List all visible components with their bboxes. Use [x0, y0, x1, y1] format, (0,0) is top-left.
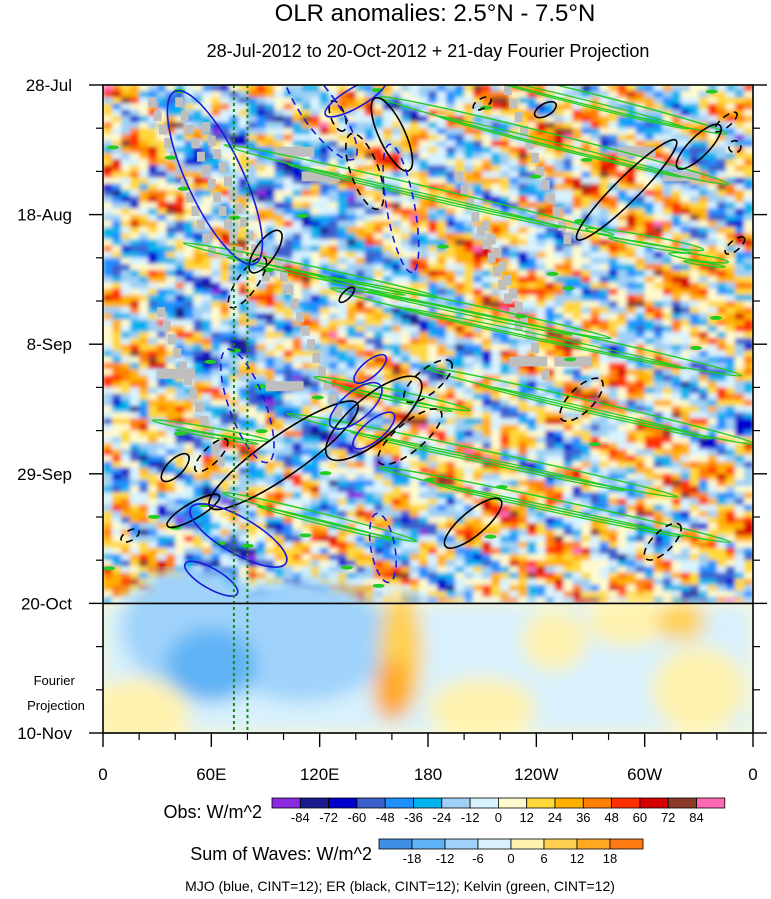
colorbar-swatch	[554, 797, 584, 809]
colorbar-tick-label: 24	[548, 810, 562, 825]
colorbar-tick-label: -18	[403, 851, 422, 866]
colorbar-tick-label: -12	[436, 851, 455, 866]
colorbar-swatch	[639, 797, 669, 809]
colorbar-tick-label: 0	[507, 851, 514, 866]
colorbar-swatch	[667, 797, 697, 809]
x-axis: 0 60E 120E 180 120W 60W 0	[98, 733, 758, 784]
chart-title: OLR anomalies: 2.5°N - 7.5°N	[275, 0, 596, 27]
y-tick-label: 29-Sep	[17, 465, 72, 484]
colorbar-swatch	[469, 797, 499, 809]
projection-field	[103, 566, 753, 733]
colorbar-swatch	[582, 797, 612, 809]
obs-colorbar: -84 -72 -60 -48 -36 -24 -12 0 12 24 36 48 60 72 84	[271, 797, 726, 825]
y-tick-label: 20-Oct	[21, 594, 72, 613]
colorbar-tick-label: 12	[570, 851, 584, 866]
colorbar-swatch	[384, 797, 414, 809]
y-axis: 28-Jul 18-Aug 8-Sep 29-Sep 20-Oct 10-Nov	[17, 76, 767, 743]
colorbar-swatch	[378, 838, 413, 850]
colorbar-swatch	[411, 838, 446, 850]
colorbar-tick-label: 6	[540, 851, 547, 866]
colorbar-tick-label: -12	[461, 810, 480, 825]
y-tick-label: 28-Jul	[26, 76, 72, 95]
colorbar-tick-label: 84	[689, 810, 703, 825]
colorbar-swatch	[477, 838, 512, 850]
waves-colorbar: -18 -12 -6 0 6 12 18	[378, 838, 644, 866]
colorbar-tick-label: -60	[348, 810, 367, 825]
x-tick-label: 0	[748, 765, 757, 784]
observed-olr-field	[103, 85, 753, 604]
colorbar-tick-label: 72	[661, 810, 675, 825]
colorbar-tick-label: -84	[291, 810, 310, 825]
colorbar-swatch	[609, 838, 644, 850]
colorbar-swatch	[328, 797, 358, 809]
colorbar-tick-label: 48	[604, 810, 618, 825]
y-tick-label: 18-Aug	[17, 206, 72, 225]
colorbar-swatch	[497, 797, 528, 809]
waves-colorbar-label: Sum of Waves: W/m^2	[190, 844, 372, 864]
contours-legend: MJO (blue, CINT=12); ER (black, CINT=12)…	[185, 878, 615, 894]
x-tick-label: 60W	[627, 765, 662, 784]
x-tick-label: 0	[98, 765, 107, 784]
y-tick-label: 10-Nov	[17, 724, 72, 743]
colorbar-tick-label: 36	[576, 810, 590, 825]
colorbar-swatch	[271, 797, 301, 809]
colorbar-swatch	[543, 838, 578, 850]
colorbar-tick-label: -48	[376, 810, 395, 825]
colorbar-swatch	[510, 838, 545, 850]
colorbar-swatch	[576, 838, 611, 850]
colorbar-tick-label: 18	[603, 851, 617, 866]
colorbar-tick-label: -36	[404, 810, 423, 825]
x-tick-label: 120E	[300, 765, 340, 784]
x-tick-label: 60E	[196, 765, 226, 784]
colorbar-tick-label: 12	[519, 810, 533, 825]
colorbar-tick-label: -24	[432, 810, 451, 825]
colorbar-swatch	[526, 797, 556, 809]
obs-colorbar-label: Obs: W/m^2	[164, 802, 262, 822]
colorbar-tick-label: 0	[495, 810, 502, 825]
plot-area	[103, 85, 753, 733]
projection-label: Fourier Projection	[27, 673, 85, 713]
colorbar-swatch	[299, 797, 329, 809]
er-contours	[120, 96, 746, 561]
x-tick-label: 180	[414, 765, 442, 784]
colorbar-tick-label: -72	[319, 810, 338, 825]
chart-subtitle: 28-Jul-2012 to 20-Oct-2012 + 21-day Four…	[207, 41, 650, 61]
colorbar-tick-label: -6	[472, 851, 484, 866]
colorbar-swatch	[444, 838, 479, 850]
colorbar-swatch	[413, 797, 443, 809]
x-tick-label: 120W	[514, 765, 558, 784]
projection-label-line-1: Fourier	[34, 673, 76, 688]
colorbar-swatch	[696, 797, 726, 809]
colorbar-swatch	[356, 797, 386, 809]
kelvin-contours	[103, 85, 753, 588]
projection-label-line-2: Projection	[27, 698, 85, 713]
colorbar-swatch	[441, 797, 471, 809]
colorbar-tick-label: 60	[633, 810, 647, 825]
y-tick-label: 8-Sep	[27, 335, 72, 354]
colorbar-swatch	[611, 797, 641, 809]
